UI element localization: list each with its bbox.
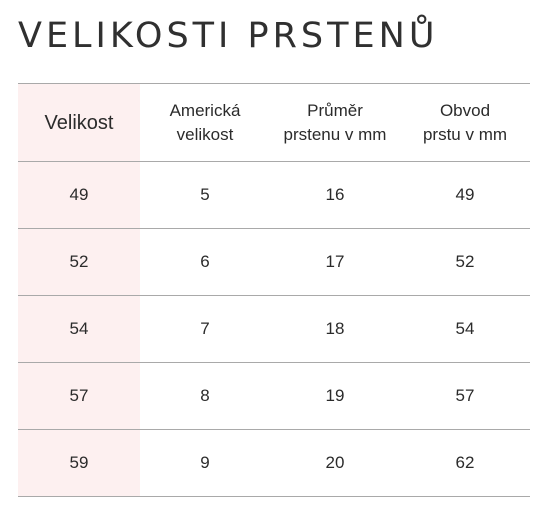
header-american-size-line-2: velikost <box>176 124 234 144</box>
header-size: Velikost <box>18 83 140 162</box>
cell-ring-diameter: 20 <box>270 429 400 497</box>
cell-american-size: 8 <box>140 362 270 430</box>
page-title: VELIKOSTI PRSTENŮ <box>18 16 439 56</box>
table-body: 49 5 16 49 52 6 17 52 54 7 18 54 57 8 19… <box>18 161 530 497</box>
header-ring-diameter: Průměr prstenu v mm <box>270 83 400 162</box>
cell-american-size: 9 <box>140 429 270 497</box>
header-row: Velikost Americká velikost Průměr prsten… <box>18 83 530 162</box>
header-finger-circumference-line-1: Obvod <box>439 100 491 120</box>
cell-american-size: 5 <box>140 161 270 229</box>
cell-size: 54 <box>18 295 140 363</box>
table-row: 59 9 20 62 <box>18 429 530 497</box>
cell-ring-diameter: 17 <box>270 228 400 296</box>
cell-ring-diameter: 18 <box>270 295 400 363</box>
cell-finger-circumference: 49 <box>400 161 530 229</box>
ring-size-table: Velikost Americká velikost Průměr prsten… <box>18 83 530 497</box>
cell-american-size: 6 <box>140 228 270 296</box>
table-row: 49 5 16 49 <box>18 161 530 229</box>
cell-finger-circumference: 62 <box>400 429 530 497</box>
header-american-size-line-1: Americká <box>169 100 241 120</box>
cell-ring-diameter: 19 <box>270 362 400 430</box>
header-finger-circumference: Obvod prstu v mm <box>400 83 530 162</box>
header-ring-diameter-line-1: Průměr <box>307 100 363 120</box>
cell-finger-circumference: 57 <box>400 362 530 430</box>
cell-ring-diameter: 16 <box>270 161 400 229</box>
cell-finger-circumference: 52 <box>400 228 530 296</box>
cell-size: 57 <box>18 362 140 430</box>
cell-size: 52 <box>18 228 140 296</box>
header-ring-diameter-line-2: prstenu v mm <box>283 124 387 144</box>
header-american-size: Americká velikost <box>140 83 270 162</box>
table-header: Velikost Americká velikost Průměr prsten… <box>18 83 530 162</box>
header-finger-circumference-line-2: prstu v mm <box>422 124 508 144</box>
cell-american-size: 7 <box>140 295 270 363</box>
cell-finger-circumference: 54 <box>400 295 530 363</box>
table-row: 57 8 19 57 <box>18 362 530 430</box>
table-row: 54 7 18 54 <box>18 295 530 363</box>
cell-size: 49 <box>18 161 140 229</box>
cell-size: 59 <box>18 429 140 497</box>
table-row: 52 6 17 52 <box>18 228 530 296</box>
